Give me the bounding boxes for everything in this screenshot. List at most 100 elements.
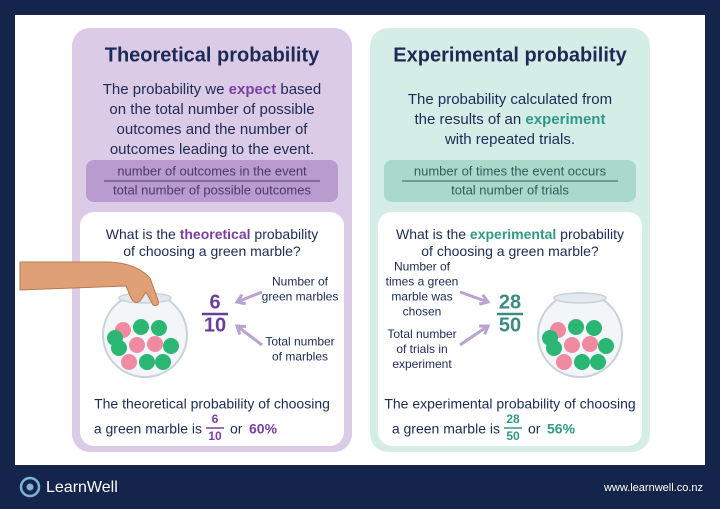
formula-denominator: total number of possible outcomes (113, 182, 311, 197)
hand-shape (19, 261, 159, 306)
answer-line: The experimental probability of choosing (384, 396, 635, 412)
marble (151, 320, 167, 336)
marble (133, 319, 149, 335)
answer-fraction-denominator: 10 (208, 429, 222, 443)
text-segment: outcomes and the number of (117, 121, 309, 138)
text-line: What is the theoretical probability (106, 226, 318, 242)
text-segment: probability (251, 226, 319, 242)
text-segment: What is the (396, 226, 470, 242)
highlight: experiment (525, 111, 605, 128)
example-card (378, 212, 642, 446)
answer-percent: 60% (249, 421, 278, 437)
fraction-numerator: 28 (499, 291, 521, 313)
logo-icon (19, 476, 41, 498)
fraction-numerator: 6 (209, 291, 220, 313)
marble (147, 336, 163, 352)
answer-percent: 56% (547, 421, 576, 437)
text-line: outcomes and the number of (117, 121, 309, 138)
text-segment: of choosing a green marble? (421, 243, 599, 259)
marble (556, 354, 572, 370)
formula-numerator: number of times the event occurs (414, 163, 607, 178)
text-line: the results of an experiment (415, 111, 606, 128)
text-segment: The probability calculated from (408, 91, 612, 108)
panel-title: Theoretical probability (105, 44, 320, 66)
marble (155, 354, 171, 370)
text-segment: The probability we (103, 81, 229, 98)
marble (163, 338, 179, 354)
arrow-head (478, 324, 491, 335)
example-card (80, 212, 344, 446)
panel-title: Experimental probability (393, 44, 627, 66)
arrow-head (478, 293, 491, 306)
text-line: outcomes leading to the event. (110, 141, 314, 158)
callout-label: Number of (394, 260, 451, 274)
marble (129, 337, 145, 353)
marble (564, 337, 580, 353)
panel: Theoretical probability The probability w… (19, 28, 352, 452)
arrow-head (234, 324, 247, 336)
text-line: of choosing a green marble? (421, 243, 599, 259)
marble (574, 354, 590, 370)
bowl-rim (553, 292, 607, 304)
marble (107, 330, 123, 346)
callout-label: of marbles (272, 350, 328, 364)
answer-or: or (230, 421, 243, 437)
highlight: experimental (470, 226, 556, 242)
answer-line: The theoretical probability of choosing (94, 396, 330, 412)
answer-line: a green marble is (392, 421, 500, 437)
text-line: with repeated trials. (444, 131, 575, 148)
callout-label: marble was (391, 290, 452, 304)
hand (19, 261, 159, 306)
fraction-denominator: 10 (204, 314, 226, 336)
callout-label: of trials in (396, 342, 447, 356)
text-segment: probability (556, 226, 624, 242)
panel: Experimental probability The probability … (370, 28, 650, 452)
callout-label: experiment (392, 357, 452, 371)
fraction-denominator: 50 (499, 314, 521, 336)
formula-denominator: total number of trials (451, 182, 569, 197)
marble (586, 320, 602, 336)
text-segment: the results of an (415, 111, 526, 128)
text-line: The probability we expect based (103, 81, 321, 98)
answer-fraction-numerator: 6 (212, 412, 219, 426)
answer-or: or (528, 421, 541, 437)
marble (121, 354, 137, 370)
marble (582, 336, 598, 352)
highlight: expect (229, 81, 277, 98)
text-segment: based (276, 81, 321, 98)
callout-label: Total number (387, 327, 456, 341)
formula-numerator: number of outcomes in the event (117, 163, 307, 178)
text-line: of choosing a green marble? (123, 243, 301, 259)
marble (590, 354, 606, 370)
text-segment: What is the (106, 226, 180, 242)
text-segment: of choosing a green marble? (123, 243, 301, 259)
callout-label: times a green (386, 275, 459, 289)
text-line: What is the experimental probability (396, 226, 624, 242)
text-segment: with repeated trials. (444, 131, 575, 148)
marble (139, 354, 155, 370)
arrow (236, 290, 263, 304)
text-line: on the total number of possible (109, 101, 314, 118)
logo: LearnWell (19, 476, 118, 498)
callout-label: green marbles (262, 290, 339, 304)
arrow (459, 290, 489, 304)
arrow (459, 324, 489, 347)
marble (568, 319, 584, 335)
marble (598, 338, 614, 354)
text-line: The probability calculated from (408, 91, 612, 108)
text-segment: outcomes leading to the event. (110, 141, 314, 158)
highlight: theoretical (180, 226, 251, 242)
callout-label: Total number (265, 335, 334, 349)
answer-fraction-denominator: 50 (506, 429, 520, 443)
arrow (236, 324, 263, 347)
arrow-head (234, 293, 247, 306)
text-segment: on the total number of possible (109, 101, 314, 118)
url: www.learnwell.co.nz (603, 482, 703, 494)
logo-icon-dot (26, 483, 34, 491)
answer-fraction-numerator: 28 (506, 412, 520, 426)
callout-label: Number of (272, 275, 329, 289)
callout-label: chosen (403, 305, 442, 319)
brand: LearnWell (46, 479, 118, 496)
marble (542, 330, 558, 346)
